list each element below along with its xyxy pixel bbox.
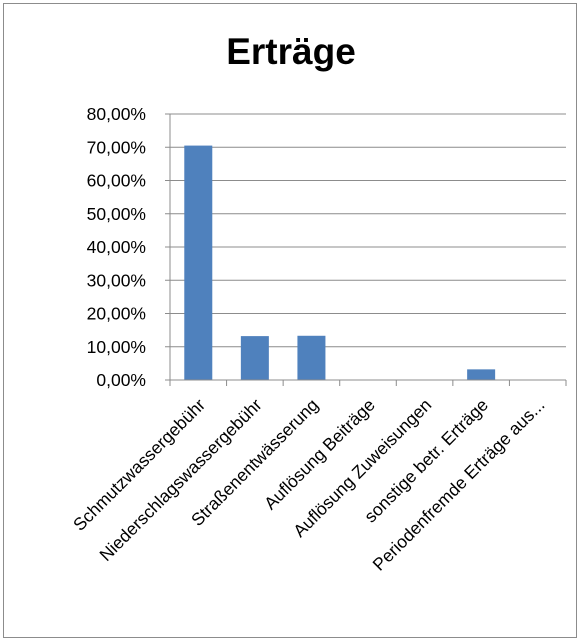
chart-title: Erträge <box>226 31 356 72</box>
y-tick-label: 20,00% <box>87 304 146 324</box>
y-tick-label: 80,00% <box>87 104 146 124</box>
bar <box>240 336 269 380</box>
y-tick-label: 60,00% <box>87 171 146 191</box>
y-tick-label: 40,00% <box>87 237 146 257</box>
y-tick-label: 70,00% <box>87 137 146 157</box>
chart-frame <box>3 3 577 638</box>
y-tick-label: 0,00% <box>96 370 146 390</box>
bar <box>297 335 326 380</box>
bar <box>184 145 213 380</box>
y-tick-label: 10,00% <box>87 337 146 357</box>
y-tick-label: 30,00% <box>87 270 146 290</box>
y-tick-label: 50,00% <box>87 204 146 224</box>
bar <box>467 369 496 380</box>
